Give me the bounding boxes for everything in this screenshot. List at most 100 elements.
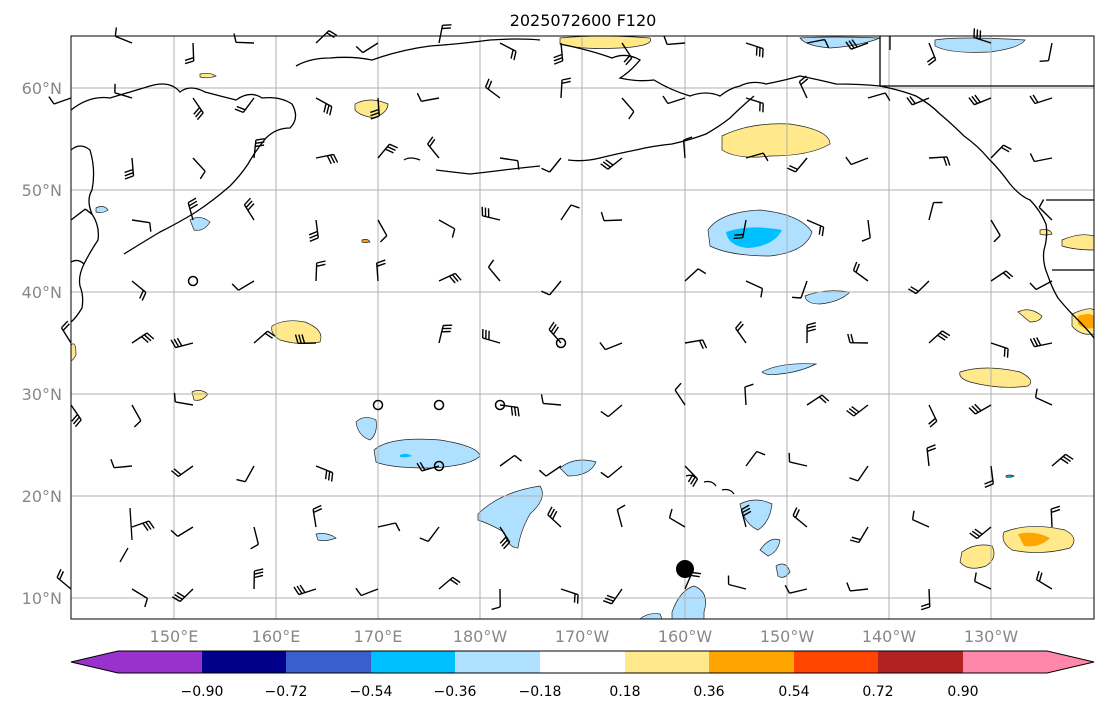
wind-barb	[250, 526, 260, 550]
wind-barb	[131, 280, 147, 301]
anomaly-area	[1005, 474, 1015, 478]
wind-barb	[170, 465, 194, 477]
wind-barb	[968, 403, 992, 415]
colorbar-swatch	[371, 651, 455, 673]
coastline	[70, 83, 297, 255]
wind-barb	[377, 143, 398, 159]
lat-label: 30°N	[22, 385, 62, 404]
colorbar-outline	[70, 650, 1095, 674]
lat-label: 50°N	[22, 181, 62, 200]
wind-barb	[315, 97, 333, 116]
wind-barb	[1029, 337, 1053, 348]
colorbar-tick-label: 0.90	[947, 684, 978, 700]
colorbar	[70, 650, 1095, 674]
wind-barb	[784, 584, 808, 594]
anomaly-area	[95, 206, 109, 214]
wind-barb	[849, 465, 869, 482]
anomaly-area	[361, 238, 371, 243]
latitude-labels: 10°N 20°N 30°N 40°N 50°N 60°N	[22, 79, 62, 608]
colorbar-swatch	[963, 651, 1047, 673]
wind-barb	[376, 259, 386, 282]
wind-barb	[487, 259, 501, 282]
colorbar-swatch	[625, 651, 709, 673]
lon-label: 140°W	[862, 627, 917, 646]
wind-barb	[684, 339, 708, 349]
wind-barb	[974, 572, 992, 590]
wind-barb	[806, 38, 830, 49]
wind-barb	[171, 588, 194, 603]
wind-barb	[377, 219, 388, 243]
wind-barb	[735, 320, 747, 344]
wind-barb	[294, 334, 317, 344]
wind-barb	[377, 522, 401, 532]
colorbar-tick-label: 0.36	[693, 684, 724, 700]
wind-barb	[1034, 388, 1053, 406]
wind-barb	[481, 206, 501, 221]
wind-barb	[499, 157, 520, 170]
colorbar-tick-label: −0.54	[350, 684, 393, 700]
lon-label: 160°W	[658, 627, 713, 646]
anomaly-area	[639, 613, 663, 620]
wind-barb	[236, 465, 255, 483]
longitude-labels: 150°E 160°E 170°E 180°W 170°W 160°W 150°…	[150, 627, 1019, 646]
wind-barb	[540, 394, 562, 406]
wind-barb	[984, 465, 994, 488]
wind-barb	[231, 280, 255, 291]
wind-barb	[48, 96, 72, 105]
wind-barb	[131, 588, 149, 608]
lat-label: 10°N	[22, 589, 62, 608]
map-panel	[48, 24, 1095, 620]
anomaly-area	[1017, 309, 1043, 323]
wind-barb	[416, 92, 440, 102]
wind-barb	[438, 24, 452, 44]
wind-barb	[170, 337, 194, 349]
wind-barb	[499, 454, 523, 467]
wind-barb	[114, 83, 133, 99]
wind-barb	[192, 97, 204, 121]
wind-barb	[920, 588, 931, 611]
wind-barb	[845, 156, 869, 166]
wind-barb	[438, 219, 456, 238]
colorbar-tick-label: 0.54	[778, 684, 809, 700]
calm-wind-markers	[187, 275, 567, 472]
wind-barb	[1051, 453, 1074, 467]
wind-barb	[846, 404, 869, 417]
anomaly-area	[1039, 229, 1053, 236]
coastline	[879, 36, 1094, 87]
wind-barb	[846, 582, 869, 592]
wind-barb	[355, 42, 379, 54]
wind-barb	[745, 450, 766, 467]
wind-barb	[845, 39, 869, 50]
colorbar-tick-label: −0.90	[181, 684, 224, 700]
wind-barb	[1035, 570, 1053, 590]
calm-circle	[372, 399, 384, 411]
figure-title: 2025072600 F120	[510, 11, 657, 30]
wind-barb	[484, 78, 501, 99]
wind-barb	[906, 95, 930, 106]
wind-barb	[560, 77, 571, 99]
wind-barb	[788, 452, 808, 467]
wind-barb	[131, 404, 142, 428]
wind-barb	[243, 197, 255, 221]
wind-barb	[806, 322, 816, 344]
wind-barb	[110, 459, 133, 469]
wind-barb	[253, 138, 265, 159]
wind-barb	[908, 280, 930, 295]
wind-barb	[928, 404, 938, 428]
wind-barb	[674, 382, 686, 406]
anomaly-area	[477, 485, 543, 549]
calm-circle	[187, 275, 199, 287]
colorbar-tick-label: 0.18	[609, 684, 640, 700]
wind-barb	[852, 261, 869, 282]
colorbar-swatch	[286, 651, 371, 673]
calm-circle	[433, 460, 445, 472]
coastline	[70, 259, 85, 265]
colorbar-tick-label: −0.36	[434, 684, 477, 700]
wind-barb	[600, 157, 623, 170]
wind-barb	[969, 526, 992, 540]
wind-barb	[355, 587, 379, 597]
colorbar-tick-label: −0.18	[519, 684, 562, 700]
wind-barb	[131, 332, 155, 344]
wind-barb	[234, 97, 255, 114]
